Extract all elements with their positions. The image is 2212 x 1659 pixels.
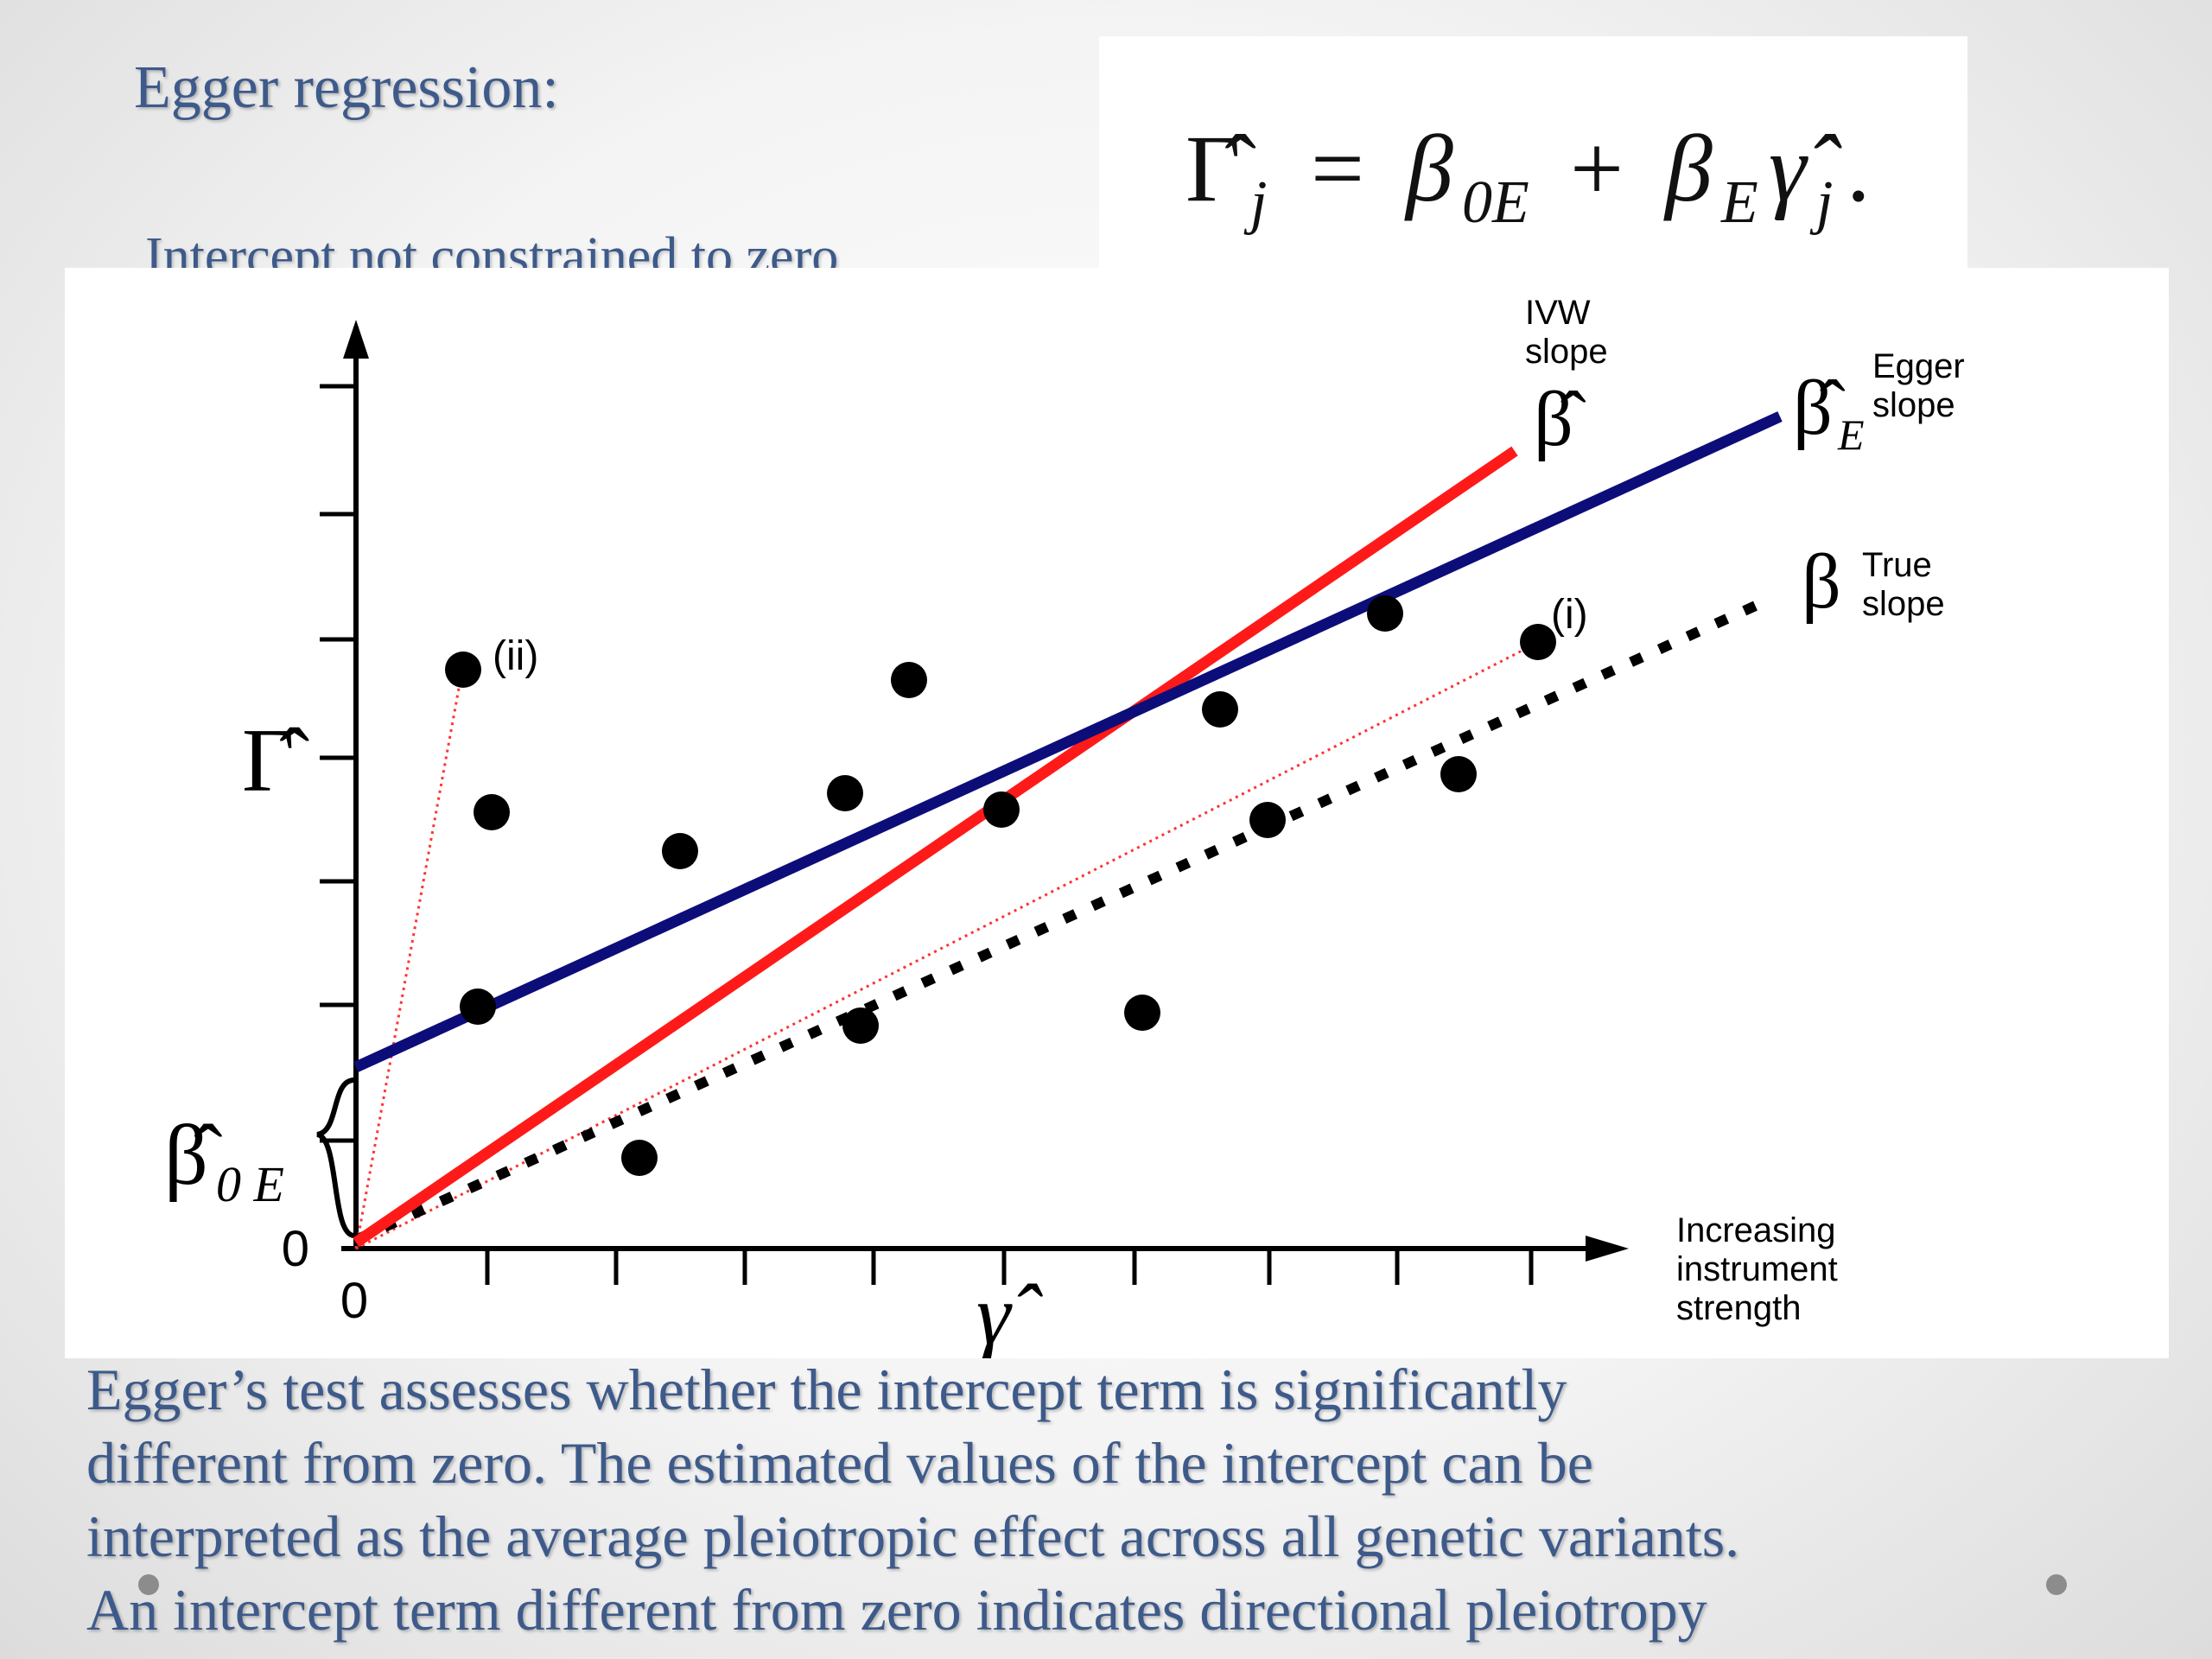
variant-point bbox=[827, 775, 863, 811]
y-origin-label: 0 bbox=[282, 1221, 309, 1277]
egger-slope-line bbox=[353, 411, 1783, 1072]
body-line: An intercept term different from zero in… bbox=[86, 1577, 1707, 1643]
x-axis-caption-line: Increasing bbox=[1676, 1211, 1836, 1249]
variant-point bbox=[1202, 691, 1238, 728]
equation-gamma-sub: j bbox=[1809, 169, 1833, 236]
egger-plot-svg: 0 0 γ̂ Γ̂ Increasing instrument strength… bbox=[164, 294, 1965, 1363]
equation-beta-sub: E bbox=[1720, 169, 1758, 236]
slide-title: Egger regression: bbox=[134, 54, 559, 121]
slide-dot-right-icon bbox=[2046, 1574, 2067, 1595]
pleiotropy-guide-ii bbox=[354, 669, 464, 1249]
egger-label: Egger slope bbox=[1872, 347, 1965, 424]
variant-point bbox=[1124, 995, 1160, 1031]
intercept-symbol: β̂ bbox=[164, 1107, 222, 1203]
egger-plot: 0 0 γ̂ Γ̂ Increasing instrument strength… bbox=[65, 268, 2169, 1363]
variant-point-ii bbox=[445, 652, 481, 688]
ivw-label: IVW slope bbox=[1525, 294, 1608, 371]
egger-label-line: Egger bbox=[1872, 347, 1965, 385]
y-axis-symbol: Γ̂ bbox=[242, 709, 309, 810]
equation-lhs: Γ̂ bbox=[1185, 116, 1256, 221]
equation-period: . bbox=[1847, 116, 1871, 221]
true-label-line: slope bbox=[1862, 585, 1945, 623]
variant-point-i bbox=[1520, 624, 1556, 660]
ivw-label-line: slope bbox=[1525, 333, 1608, 371]
egger-equation: Γ̂ j = β 0E + β E γ̂ j . bbox=[1185, 116, 1871, 236]
variant-point bbox=[662, 833, 698, 869]
x-axis-caption-line: instrument bbox=[1676, 1250, 1838, 1288]
point-ii-label: (ii) bbox=[493, 633, 538, 679]
x-axis-arrow-icon bbox=[1586, 1236, 1629, 1262]
equation-plus: + bbox=[1570, 116, 1624, 221]
intercept-sub: 0 E bbox=[216, 1156, 284, 1212]
point-i-label: (i) bbox=[1551, 592, 1588, 638]
intercept-brace-icon bbox=[315, 1077, 355, 1238]
true-symbol: β bbox=[1802, 539, 1841, 625]
true-slope-line bbox=[353, 595, 1770, 1245]
x-axis-caption-line: strength bbox=[1676, 1289, 1802, 1327]
body-line: Egger’s test assesses whether the interc… bbox=[86, 1357, 1567, 1422]
x-origin-label: 0 bbox=[340, 1273, 368, 1329]
equation-beta0-sub: 0E bbox=[1462, 169, 1529, 236]
variant-point bbox=[1440, 756, 1477, 792]
true-label-line: True bbox=[1862, 546, 1932, 584]
slide-dot-left-icon bbox=[138, 1574, 159, 1595]
variant-points bbox=[445, 595, 1556, 1176]
ivw-slope-line bbox=[353, 446, 1518, 1248]
y-axis-arrow-icon bbox=[343, 320, 369, 359]
equation-beta: β bbox=[1663, 116, 1713, 221]
x-axis-ticks bbox=[485, 1249, 1534, 1285]
variant-point bbox=[474, 794, 510, 830]
x-axis-symbol: γ̂ bbox=[976, 1267, 1043, 1358]
variant-point bbox=[842, 1007, 879, 1044]
variant-point bbox=[460, 988, 496, 1025]
slide-body: Egger’s test assesses whether the interc… bbox=[86, 1353, 2143, 1647]
variant-point bbox=[1249, 802, 1286, 838]
equation-equals: = bbox=[1311, 116, 1364, 221]
x-axis-caption: Increasing instrument strength bbox=[1676, 1211, 1838, 1327]
variant-point bbox=[891, 662, 927, 698]
equation-lhs-sub: j bbox=[1243, 169, 1267, 236]
body-line: different from zero. The estimated value… bbox=[86, 1430, 1593, 1496]
body-line: interpreted as the average pleiotropic e… bbox=[86, 1503, 1740, 1569]
egger-sub: E bbox=[1837, 410, 1865, 459]
variant-point bbox=[621, 1140, 658, 1176]
variant-point bbox=[983, 791, 1020, 828]
true-label: True slope bbox=[1862, 546, 1945, 623]
egger-label-line: slope bbox=[1872, 386, 1955, 424]
ivw-label-line: IVW bbox=[1525, 294, 1591, 332]
ivw-symbol: β̂ bbox=[1534, 377, 1586, 462]
y-axis-ticks bbox=[320, 384, 356, 1143]
equation-beta0: β bbox=[1404, 116, 1453, 221]
pleiotropy-guide-i bbox=[355, 640, 1540, 1250]
variant-point bbox=[1367, 595, 1403, 632]
equation-box: Γ̂ j = β 0E + β E γ̂ j . bbox=[1099, 36, 1967, 296]
